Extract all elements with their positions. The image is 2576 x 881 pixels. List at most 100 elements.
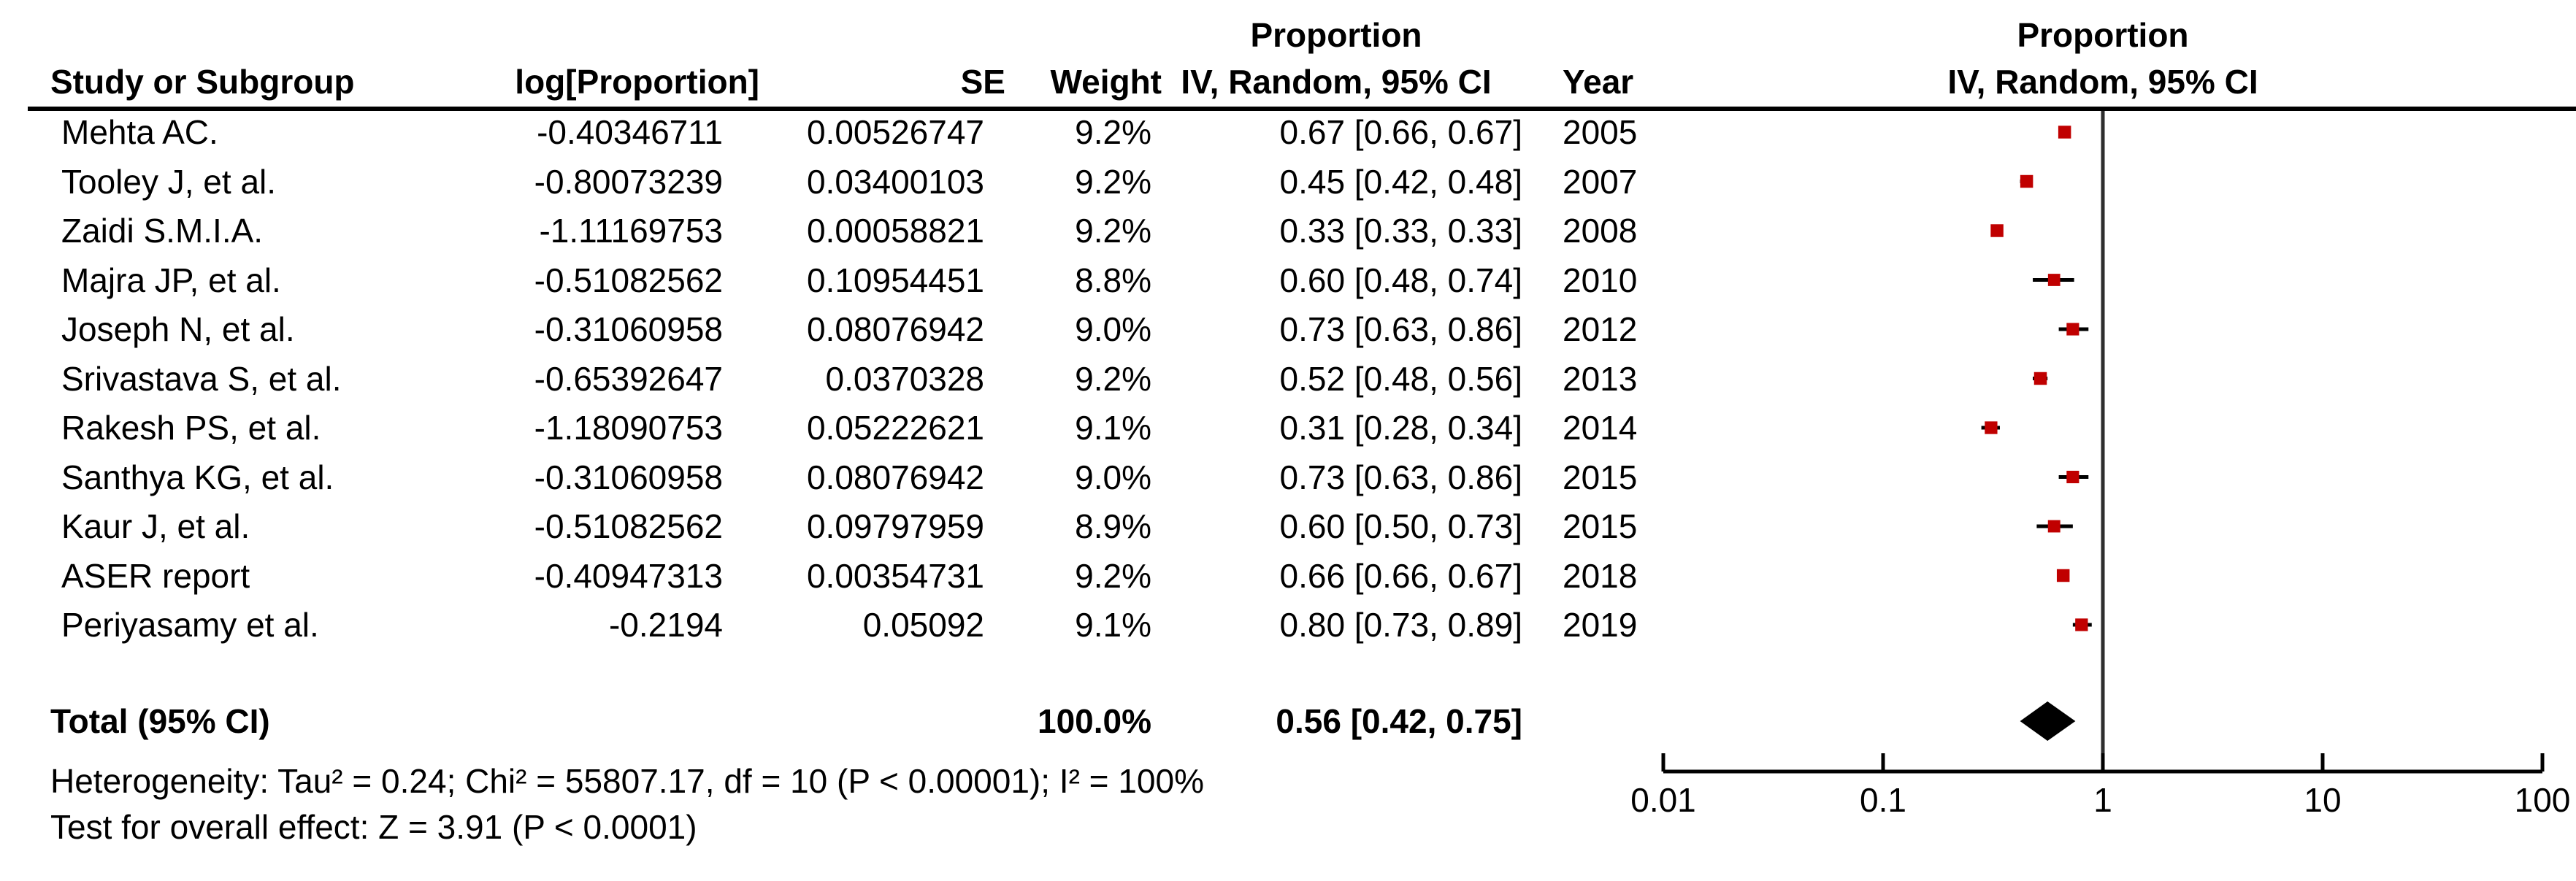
column-header-log-proportion: log[Proportion] (515, 63, 759, 101)
x-tick-label: 1 (2093, 781, 2112, 819)
ci-value: 0.73 [0.63, 0.86] (1279, 310, 1523, 348)
total-weight: 100.0% (1037, 702, 1151, 740)
weight-value: 9.2% (1075, 212, 1151, 250)
forest-marker (2056, 569, 2070, 582)
study-name: Kaur J, et al. (61, 507, 250, 545)
se-value: 0.08076942 (806, 310, 984, 348)
se-value: 0.05222621 (806, 409, 984, 447)
ci-value: 0.31 [0.28, 0.34] (1279, 409, 1523, 447)
study-row: Rakesh PS, et al. -1.18090753 0.05222621 9.… (0, 411, 2576, 445)
x-tick-label: 10 (2304, 781, 2341, 819)
ci-value: 0.60 [0.48, 0.74] (1279, 261, 1523, 299)
log-proportion-value: -1.11169753 (539, 212, 723, 250)
year-value: 2014 (1563, 409, 1638, 447)
weight-value: 9.2% (1075, 359, 1151, 398)
ci-value: 0.33 [0.33, 0.33] (1279, 212, 1523, 250)
study-row: ASER report -0.40947313 0.00354731 9.2% 0.66… (0, 559, 2576, 593)
study-row: Periyasamy et al. -0.2194 0.05092 9.1% 0.80 … (0, 608, 2576, 642)
heterogeneity-note: Heterogeneity: Tau² = 0.24; Chi² = 55807… (50, 762, 1204, 800)
forest-marker (1985, 421, 1998, 434)
ci-value: 0.73 [0.63, 0.86] (1279, 458, 1523, 496)
year-value: 2018 (1563, 556, 1638, 595)
study-row: Kaur J, et al. -0.51082562 0.09797959 8.9% 0… (0, 509, 2576, 543)
total-row: Total (95% CI) 100.0% 0.56 [0.42, 0.75] (0, 704, 2576, 738)
year-value: 2005 (1563, 113, 1638, 151)
forest-marker (2066, 470, 2079, 484)
log-proportion-value: -0.40947313 (534, 556, 723, 595)
forest-marker (2075, 618, 2088, 631)
study-row: Tooley J, et al. -0.80073239 0.03400103 9.2… (0, 165, 2576, 199)
ci-value: 0.80 [0.73, 0.89] (1279, 606, 1523, 644)
se-value: 0.05092 (862, 606, 984, 644)
plot-header-effect-ci: IV, Random, 95% CI (1947, 63, 2258, 101)
overall-effect-note: Test for overall effect: Z = 3.91 (P < 0… (50, 808, 697, 846)
weight-value: 8.8% (1075, 261, 1151, 299)
x-tick-label: 100 (2515, 781, 2571, 819)
year-value: 2007 (1563, 162, 1638, 201)
weight-value: 9.2% (1075, 113, 1151, 151)
se-value: 0.00058821 (806, 212, 984, 250)
log-proportion-value: -1.18090753 (534, 409, 723, 447)
se-value: 0.08076942 (806, 458, 984, 496)
log-proportion-value: -0.40346711 (537, 113, 723, 151)
weight-value: 9.0% (1075, 310, 1151, 348)
study-name: Joseph N, et al. (61, 310, 295, 348)
study-name: Majra JP, et al. (61, 261, 281, 299)
ci-value: 0.67 [0.66, 0.67] (1279, 113, 1523, 151)
log-proportion-value: -0.65392647 (534, 359, 723, 398)
ci-value: 0.52 [0.48, 0.56] (1279, 359, 1523, 398)
study-row: Joseph N, et al. -0.31060958 0.08076942 9.0… (0, 312, 2576, 346)
forest-marker (2047, 274, 2061, 286)
ci-value: 0.60 [0.50, 0.73] (1279, 507, 1523, 545)
year-value: 2015 (1563, 507, 1638, 545)
column-header-se: SE (960, 63, 1005, 101)
study-row: Majra JP, et al. -0.51082562 0.10954451 8.8… (0, 263, 2576, 297)
se-value: 0.09797959 (806, 507, 984, 545)
se-value: 0.10954451 (806, 261, 984, 299)
column-header-study: Study or Subgroup (50, 63, 355, 101)
header-rule (28, 107, 2576, 111)
year-value: 2019 (1563, 606, 1638, 644)
weight-value: 9.0% (1075, 458, 1151, 496)
se-value: 0.00354731 (806, 556, 984, 595)
forest-marker (2020, 174, 2033, 188)
study-row: Zaidi S.M.I.A. -1.11169753 0.00058821 9.2% 0… (0, 214, 2576, 247)
year-value: 2015 (1563, 458, 1638, 496)
study-name: Zaidi S.M.I.A. (61, 212, 264, 250)
study-name: Rakesh PS, et al. (61, 409, 321, 447)
log-proportion-value: -0.31060958 (534, 458, 723, 496)
forest-marker (2058, 126, 2071, 139)
study-name: ASER report (61, 556, 250, 595)
se-value: 0.00526747 (806, 113, 984, 151)
study-name: Srivastava S, et al. (61, 359, 342, 398)
x-tick-label: 0.1 (1860, 781, 1906, 819)
total-ci: 0.56 [0.42, 0.75] (1276, 702, 1522, 740)
weight-value: 8.9% (1075, 507, 1151, 545)
log-proportion-value: -0.80073239 (534, 162, 723, 201)
forest-marker (2033, 372, 2047, 385)
pooled-diamond (2020, 701, 2076, 741)
forest-marker (1990, 224, 2004, 237)
weight-value: 9.2% (1075, 162, 1151, 201)
column-header-effect-ci: IV, Random, 95% CI (1181, 63, 1492, 101)
study-name: Periyasamy et al. (61, 606, 319, 644)
se-value: 0.0370328 (825, 359, 984, 398)
ci-value: 0.66 [0.66, 0.67] (1279, 556, 1523, 595)
se-value: 0.03400103 (806, 162, 984, 201)
log-proportion-value: -0.51082562 (534, 507, 723, 545)
log-proportion-value: -0.31060958 (534, 310, 723, 348)
study-row: Mehta AC. -0.40346711 0.00526747 9.2% 0.67 [… (0, 115, 2576, 149)
study-row: Santhya KG, et al. -0.31060958 0.08076942 9… (0, 461, 2576, 494)
weight-value: 9.2% (1075, 556, 1151, 595)
ci-value: 0.45 [0.42, 0.48] (1279, 162, 1523, 201)
log-proportion-value: -0.2194 (608, 606, 723, 644)
year-value: 2008 (1563, 212, 1638, 250)
column-header-year: Year (1563, 63, 1634, 101)
log-proportion-value: -0.51082562 (534, 261, 723, 299)
column-header-weight: Weight (1050, 63, 1162, 101)
year-value: 2013 (1563, 359, 1638, 398)
plot-effect-title: Proportion (2017, 16, 2189, 54)
table-effect-title: Proportion (1250, 16, 1422, 54)
